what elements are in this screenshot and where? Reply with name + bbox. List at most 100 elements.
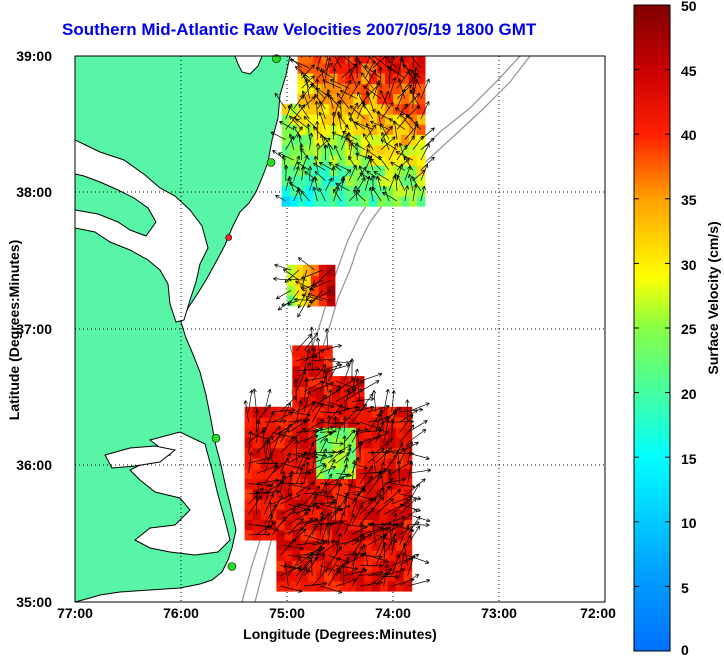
velocity-cell (300, 468, 309, 479)
velocity-cell (276, 437, 285, 449)
velocity-cell (395, 529, 405, 541)
velocity-cell (289, 134, 299, 146)
velocity-arrow (420, 143, 430, 161)
velocity-arrow (420, 127, 435, 140)
velocity-arrow (388, 56, 396, 79)
velocity-cell (340, 498, 349, 510)
velocity-cell (276, 519, 285, 531)
delaware-bay (234, 56, 263, 75)
velocity-arrow (304, 452, 328, 458)
velocity-cell (369, 62, 378, 74)
velocity-arrow (304, 490, 328, 495)
velocity-cell (395, 478, 405, 490)
velocity-arrow (335, 380, 358, 390)
velocity-cell (300, 437, 309, 449)
velocity-cell (401, 124, 410, 135)
velocity-arrow (264, 425, 281, 443)
velocity-arrow (248, 389, 254, 412)
velocity-cell (353, 83, 362, 95)
velocity-cell (300, 560, 309, 572)
velocity-cell (337, 124, 346, 135)
velocity-cell (355, 529, 365, 541)
velocity-arrow (334, 145, 342, 161)
velocity-arrow (331, 111, 336, 130)
velocity-cell (385, 165, 394, 176)
velocity-cell (284, 539, 293, 551)
velocity-arrow (299, 147, 310, 161)
velocity-arrow (335, 182, 350, 192)
velocity-cell (321, 185, 331, 197)
velocity-cell (297, 195, 307, 207)
velocity-cell (292, 376, 301, 387)
velocity-cell (387, 468, 397, 479)
velocity-arrow (279, 121, 294, 130)
velocity-cell (276, 406, 285, 418)
velocity-cell (252, 509, 262, 520)
velocity-arrow (319, 565, 342, 574)
velocity-cell (313, 124, 323, 135)
velocity-cell (355, 509, 365, 520)
velocity-cell (371, 488, 381, 500)
velocity-arrow (301, 269, 323, 280)
velocity-cell (395, 427, 405, 439)
velocity-arrow (329, 79, 350, 89)
velocity-cell (385, 56, 394, 64)
velocity-arrow (335, 493, 358, 502)
velocity-arrow (347, 56, 350, 68)
velocity-cell (292, 560, 301, 572)
velocity-cell (305, 62, 315, 74)
velocity-cell (387, 488, 397, 500)
velocity-arrow (367, 524, 390, 531)
velocity-cell (363, 498, 373, 510)
velocity-arrow (309, 279, 331, 291)
velocity-arrow (294, 297, 315, 302)
velocity-arrow (332, 189, 342, 202)
velocity-arrow (399, 553, 420, 566)
velocity-cell (332, 396, 341, 408)
velocity-arrow (301, 75, 315, 89)
velocity-cell (313, 134, 323, 146)
velocity-cell (361, 195, 370, 207)
velocity-cell (353, 155, 362, 166)
velocity-cell (348, 447, 357, 459)
velocity-cell (403, 539, 413, 551)
y-tick-label: 37:00 (16, 321, 52, 337)
velocity-arrow (288, 417, 311, 423)
colorbar-label: Surface Velocity (cm/s) (705, 221, 721, 375)
velocity-arrow (372, 56, 375, 58)
velocity-cell (395, 580, 405, 592)
velocity-cell (377, 124, 386, 135)
velocity-arrow (272, 432, 295, 440)
velocity-cell (401, 62, 410, 74)
velocity-arrow (319, 465, 336, 474)
velocity-cell (395, 560, 405, 572)
velocity-arrow (343, 483, 366, 491)
velocity-cell (292, 580, 301, 592)
velocity-cell (401, 93, 410, 105)
velocity-arrow (359, 372, 383, 382)
velocity-cell (403, 488, 413, 500)
velocity-cell (337, 155, 346, 166)
velocity-cell (371, 427, 381, 439)
velocity-arrow (304, 534, 326, 543)
velocity-cell (305, 73, 315, 84)
velocity-cell (321, 155, 331, 166)
velocity-cell (308, 570, 317, 582)
velocity-arrow (391, 461, 413, 474)
velocity-cell (340, 376, 349, 387)
velocity-cell (332, 458, 341, 469)
velocity-arrow (407, 513, 431, 523)
velocity-arrow (323, 144, 328, 161)
velocity-arrow (280, 470, 286, 494)
velocity-cell (324, 458, 333, 469)
velocity-cell (393, 73, 402, 84)
velocity-arrow (372, 109, 390, 120)
velocity-arrow (319, 380, 342, 389)
velocity-cell (387, 570, 397, 582)
velocity-arrow (315, 87, 334, 99)
velocity-cell (408, 195, 418, 207)
velocity-arrow (325, 56, 329, 68)
velocity-arrow (317, 62, 333, 79)
velocity-arrow (357, 91, 366, 110)
